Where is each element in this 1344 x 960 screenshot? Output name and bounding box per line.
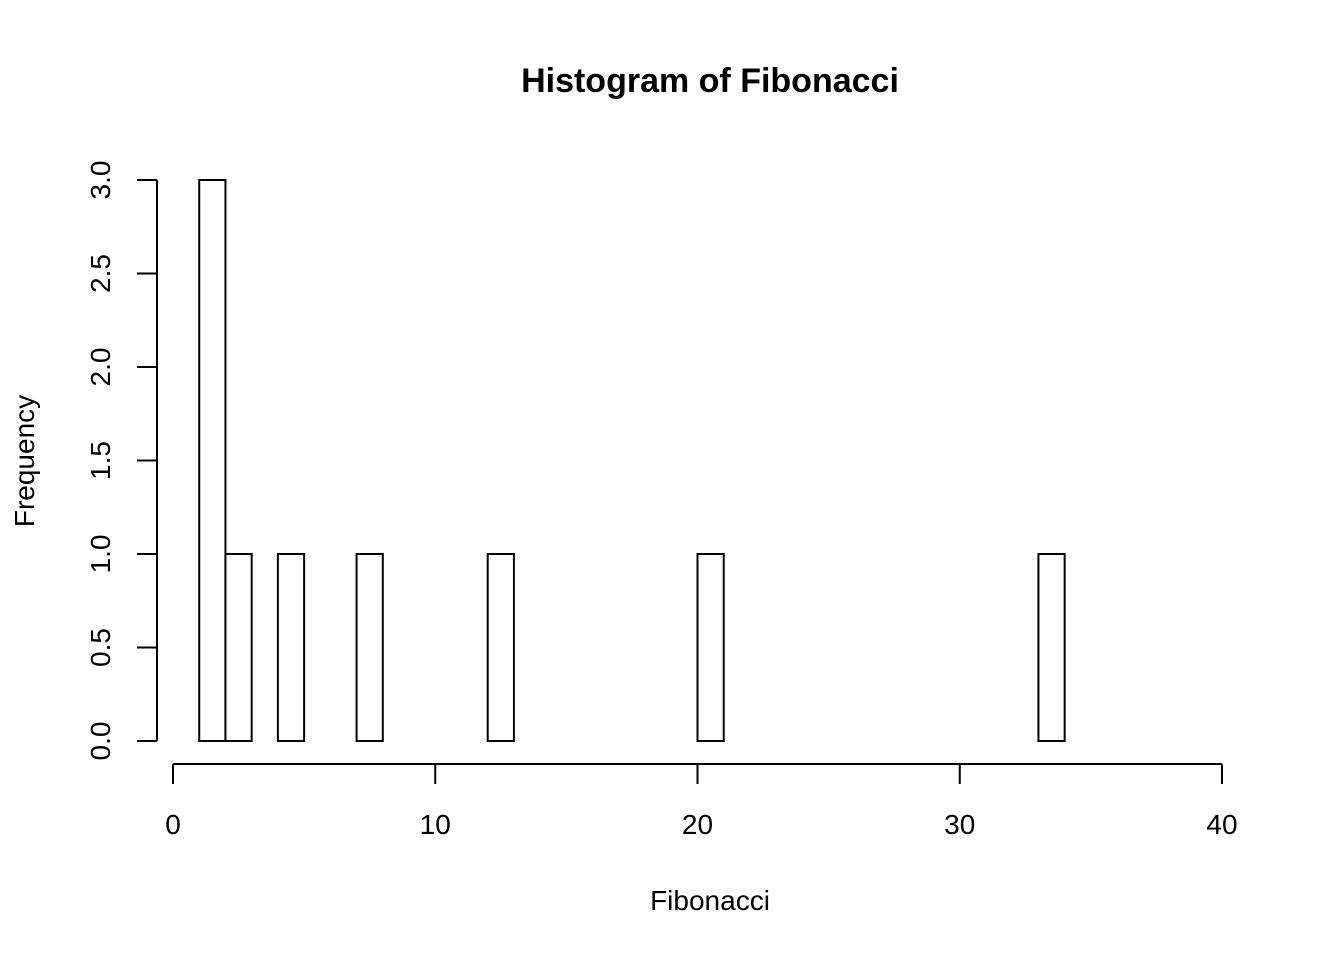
x-tick-label: 40: [1206, 809, 1237, 840]
y-tick-label: 2.0: [85, 348, 116, 387]
y-tick-label: 0.0: [85, 722, 116, 761]
y-tick-label: 1.5: [85, 441, 116, 480]
x-tick-label: 0: [165, 809, 181, 840]
y-tick-label: 2.5: [85, 254, 116, 293]
chart-title: Histogram of Fibonacci: [521, 62, 899, 100]
y-tick-label: 3.0: [85, 161, 116, 200]
histogram-bar-1: [224, 553, 253, 742]
y-axis-label: Frequency: [9, 395, 40, 527]
histogram-bar-32: [1037, 553, 1066, 742]
y-tick-label: 0.5: [85, 628, 116, 667]
y-tick-label: 1.0: [85, 535, 116, 574]
histogram-bar-11: [486, 553, 515, 742]
x-tick-label: 20: [682, 809, 713, 840]
histogram-bar-19: [696, 553, 725, 742]
x-axis: 0 10 20 30 40: [165, 763, 1238, 840]
x-axis-label: Fibonacci: [650, 885, 770, 916]
histogram-bar-0: [198, 179, 227, 742]
histogram-bar-3: [276, 553, 306, 742]
histogram-bar-6: [355, 553, 384, 742]
x-tick-label: 30: [944, 809, 975, 840]
y-axis: 0.0 0.5 1.0 1.5 2.0 2.5 3.0: [85, 161, 158, 761]
bars: [198, 179, 1066, 742]
x-tick-label: 10: [420, 809, 451, 840]
